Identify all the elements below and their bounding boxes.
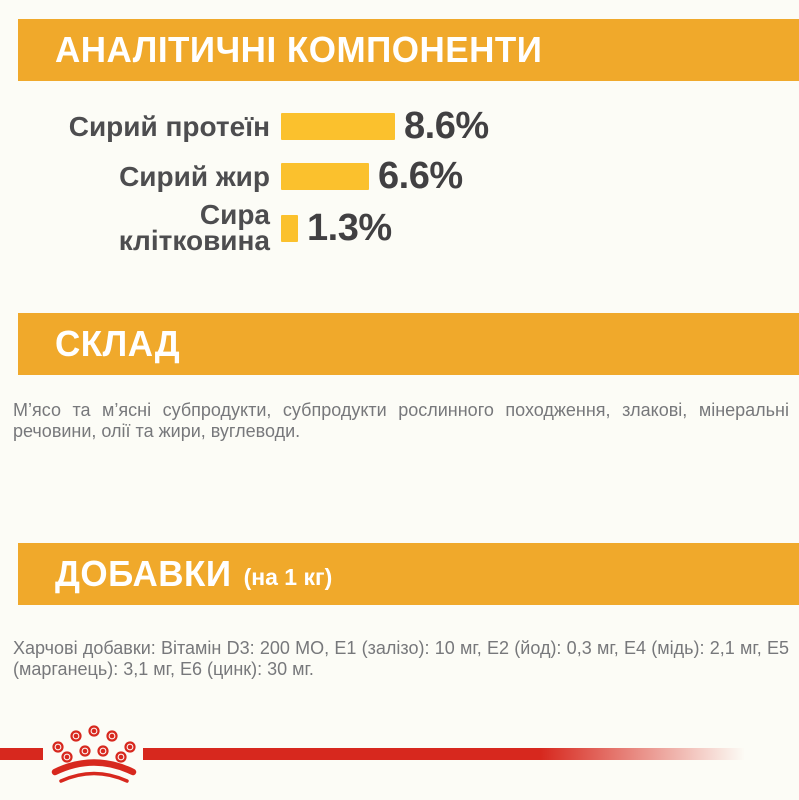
chart-bar: [281, 163, 369, 190]
additives-body-text: Харчові добавки: Вітамін D3: 200 МО, Е1 …: [13, 638, 789, 679]
chart-value-label: 1.3%: [307, 206, 392, 249]
composition-banner: СКЛАД: [18, 313, 799, 375]
footer-rule-left: [0, 748, 43, 760]
footer-rule-right: [143, 748, 745, 760]
chart-bar: [281, 113, 395, 140]
chart-row: Сирий протеїн 8.6%: [0, 105, 489, 147]
chart-value-label: 8.6%: [404, 105, 489, 147]
chart-category-label: Сирий протеїн: [68, 110, 270, 142]
chart-row: Сирий жир 6.6%: [0, 155, 463, 197]
composition-title: СКЛАД: [55, 324, 181, 364]
additives-title: ДОБАВКИ: [55, 554, 232, 594]
additives-banner: ДОБАВКИ (на 1 кг): [18, 543, 799, 605]
chart-value-label: 6.6%: [378, 155, 463, 197]
analytical-components-banner: АНАЛІТИЧНІ КОМПОНЕНТИ: [18, 19, 799, 81]
additives-title-suffix: (на 1 кг): [243, 563, 333, 590]
chart-category-label: Сирий жир: [119, 160, 270, 192]
royal-canin-crown-icon: [51, 725, 137, 783]
analytical-components-title: АНАЛІТИЧНІ КОМПОНЕНТИ: [55, 30, 543, 70]
chart-bar: [281, 214, 298, 242]
chart-row: Сира клітковина 1.3%: [0, 200, 392, 256]
chart-category-label: Сира клітковина: [118, 199, 270, 256]
composition-body-text: М’ясо та м’ясні субпродукти, субпродукти…: [13, 400, 789, 441]
